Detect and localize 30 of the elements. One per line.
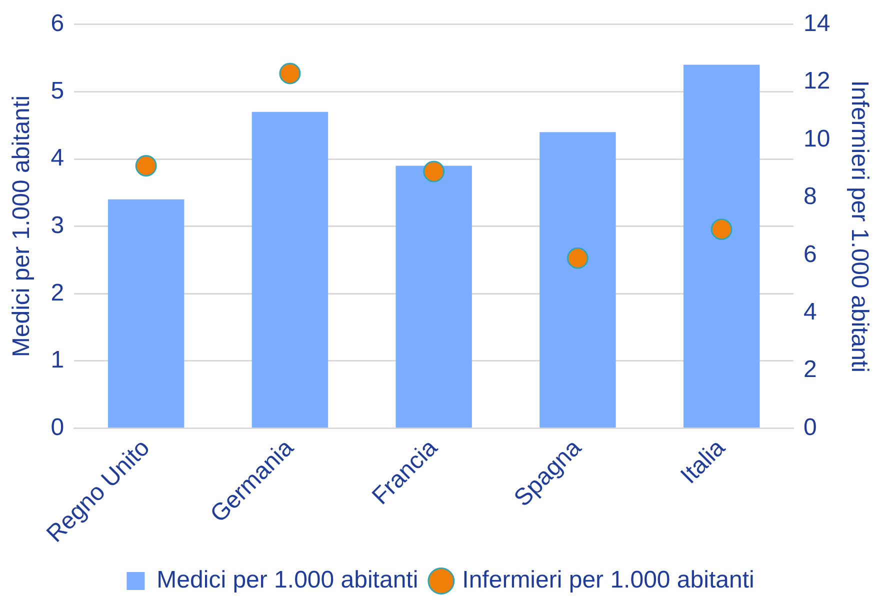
y2-tick-label: 4 — [804, 298, 817, 326]
y2-tick-label: 14 — [804, 10, 830, 38]
y2-tick-label: 10 — [804, 125, 830, 152]
point — [135, 155, 157, 177]
bar — [108, 199, 184, 428]
bar — [540, 132, 616, 428]
y-tick-label: 2 — [50, 279, 64, 306]
bar — [252, 112, 328, 428]
y2-tick-label: 6 — [804, 240, 817, 268]
point — [566, 247, 588, 269]
y-tick-label: 3 — [50, 212, 64, 239]
y2-axis-title: Infermieri per 1.000 abitanti — [846, 80, 873, 372]
y-tick-label: 4 — [50, 144, 64, 172]
y-tick-label: 0 — [50, 414, 64, 441]
y-axis-title: Medici per 1.000 abitanti — [8, 96, 36, 358]
legend-label: Medici per 1.000 abitanti — [156, 566, 418, 594]
bar — [396, 166, 472, 428]
y2-tick-label: 0 — [804, 414, 817, 441]
bar — [683, 64, 760, 428]
y-tick-label: 5 — [50, 77, 64, 104]
point — [423, 160, 445, 182]
x-tick-label: Italia — [676, 434, 731, 490]
point — [710, 218, 732, 240]
y-tick-label: 1 — [50, 346, 64, 374]
y-tick-label: 6 — [50, 10, 64, 38]
point — [279, 62, 301, 84]
y2-tick-label: 8 — [804, 183, 817, 210]
y2-tick-label: 12 — [804, 68, 830, 95]
legend-label: Infermieri per 1.000 abitanti — [462, 566, 754, 594]
y2-tick-label: 2 — [804, 356, 817, 384]
